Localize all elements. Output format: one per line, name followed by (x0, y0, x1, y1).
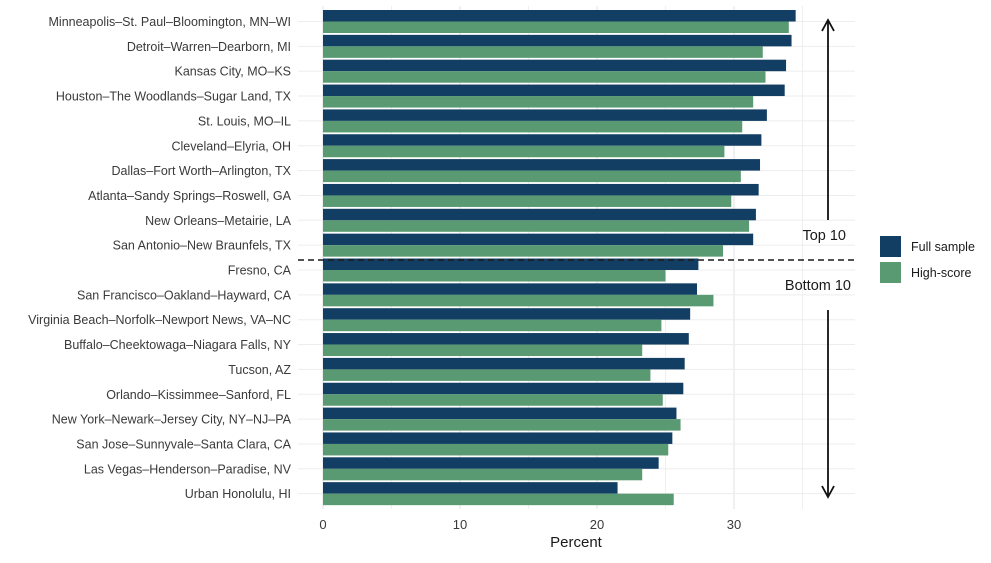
bar-high-score (323, 96, 754, 108)
bar-high-score (323, 419, 681, 431)
bar-full-sample (323, 208, 756, 221)
legend: Full sample High-score (880, 236, 975, 283)
bar-high-score (323, 468, 643, 481)
bar-full-sample (323, 357, 685, 370)
category-label: Minneapolis–St. Paul–Bloomington, MN–WI (49, 15, 291, 29)
category-label: Fresno, CA (228, 264, 292, 278)
bar-full-sample (323, 10, 796, 22)
bar-high-score (323, 120, 743, 133)
bar-high-score (323, 220, 750, 232)
x-tick-label: 20 (590, 517, 604, 532)
bar-full-sample (323, 432, 673, 444)
category-label: Buffalo–Cheektowaga–Niagara Falls, NY (64, 338, 292, 352)
category-label: Kansas City, MO–KS (175, 65, 291, 79)
bar-full-sample (323, 308, 691, 320)
bar-high-score (323, 443, 669, 456)
bar-high-score (323, 344, 643, 357)
bar-high-score (323, 145, 725, 158)
category-label: Virginia Beach–Norfolk–Newport News, VA–… (28, 313, 291, 327)
bar-high-score (323, 170, 741, 183)
bottom-10-label: Bottom 10 (785, 278, 851, 294)
bar-full-sample (323, 382, 684, 395)
x-axis-title: Percent (550, 534, 603, 551)
category-label: San Antonio–New Braunfels, TX (113, 239, 292, 253)
category-label: New York–Newark–Jersey City, NY–NJ–PA (52, 413, 292, 427)
bar-high-score (323, 369, 651, 381)
bar-full-sample (323, 34, 792, 47)
bar-high-score (323, 245, 724, 257)
category-label: Atlanta–Sandy Springs–Roswell, GA (88, 189, 292, 203)
category-label: Urban Honolulu, HI (185, 487, 291, 501)
bar-full-sample (323, 183, 759, 196)
category-label: Tucson, AZ (228, 363, 291, 377)
bars-layer (323, 10, 796, 506)
bar-full-sample (323, 159, 761, 171)
top-10-label: Top 10 (802, 228, 846, 244)
category-label: San Francisco–Oakland–Hayward, CA (77, 288, 292, 302)
bar-full-sample (323, 283, 698, 295)
bar-full-sample (323, 258, 699, 270)
bar-full-sample (323, 333, 689, 345)
bar-high-score (323, 394, 663, 406)
category-label: Detroit–Warren–Dearborn, MI (127, 40, 291, 54)
category-label: New Orleans–Metairie, LA (145, 214, 292, 228)
x-tick-label: 30 (727, 517, 741, 532)
bar-high-score (323, 270, 666, 282)
bar-high-score (323, 195, 732, 207)
category-label: St. Louis, MO–IL (198, 114, 291, 128)
bar-high-score (323, 294, 714, 307)
bar-full-sample (323, 457, 659, 469)
legend-swatch-full-sample (880, 236, 901, 257)
category-label: Orlando–Kissimmee–Sanford, FL (106, 388, 291, 402)
bar-high-score (323, 46, 763, 58)
category-label: Dallas–Fort Worth–Arlington, TX (112, 164, 292, 178)
legend-label-high-score: High-score (911, 266, 971, 280)
bar-full-sample (323, 482, 618, 494)
category-label: Las Vegas–Henderson–Paradise, NV (84, 462, 292, 476)
bar-full-sample (323, 59, 787, 72)
category-label: Cleveland–Elyria, OH (172, 139, 292, 153)
bar-high-score (323, 319, 662, 332)
x-tick-label: 10 (453, 517, 467, 532)
bar-full-sample (323, 84, 785, 97)
bar-full-sample (323, 233, 754, 246)
bottom-arrow-head (821, 485, 835, 499)
legend-label-full-sample: Full sample (911, 240, 975, 254)
category-label: Houston–The Woodlands–Sugar Land, TX (56, 90, 292, 104)
bar-high-score (323, 71, 766, 83)
category-label: San Jose–Sunnyvale–Santa Clara, CA (76, 437, 291, 451)
top-arrow-head (821, 18, 835, 32)
x-tick-labels: 0 10 20 30 (319, 517, 741, 532)
bar-high-score (323, 21, 789, 33)
bar-full-sample (323, 407, 677, 420)
legend-swatch-high-score (880, 262, 901, 283)
bar-full-sample (323, 134, 762, 146)
x-tick-label: 0 (319, 517, 326, 532)
bar-full-sample (323, 109, 767, 121)
bar-high-score (323, 493, 674, 506)
category-labels: Minneapolis–St. Paul–Bloomington, MN–WI D… (28, 15, 292, 501)
